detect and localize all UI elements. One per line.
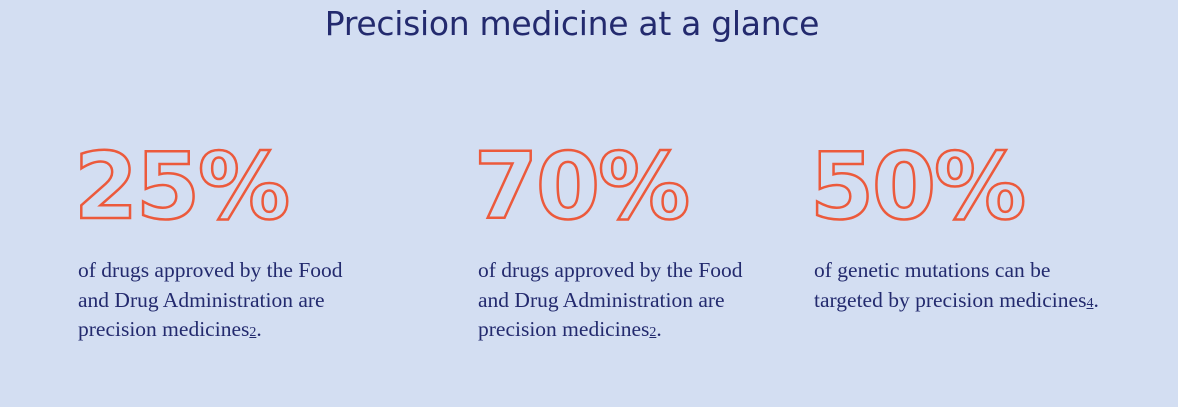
- stat-figure: 25%: [73, 132, 292, 242]
- stat-text: of genetic mutations can be targeted by …: [814, 256, 1104, 318]
- stat-description: of drugs approved by the Food and Drug A…: [478, 258, 743, 341]
- stat-suffix: .: [656, 317, 662, 341]
- stat-card: 50% of genetic mutations can be targeted …: [809, 132, 1104, 318]
- stat-card: 70% of drugs approved by the Food and Dru…: [473, 132, 768, 348]
- stat-description: of drugs approved by the Food and Drug A…: [78, 258, 343, 341]
- stat-figure: 50%: [809, 132, 1028, 242]
- stat-text: of drugs approved by the Food and Drug A…: [478, 256, 768, 348]
- stat-suffix: .: [1093, 287, 1099, 312]
- stat-description: of genetic mutations can be targeted by …: [814, 258, 1087, 312]
- reference-link[interactable]: 4: [1086, 295, 1094, 311]
- stat-card: 25% of drugs approved by the Food and Dru…: [73, 132, 368, 348]
- stat-figure: 70%: [473, 132, 692, 242]
- stat-text: of drugs approved by the Food and Drug A…: [78, 256, 368, 348]
- title: Precision medicine at a glance: [324, 4, 820, 43]
- reference-link[interactable]: 2: [649, 325, 657, 340]
- stat-suffix: .: [256, 317, 262, 341]
- reference-link[interactable]: 2: [249, 325, 257, 340]
